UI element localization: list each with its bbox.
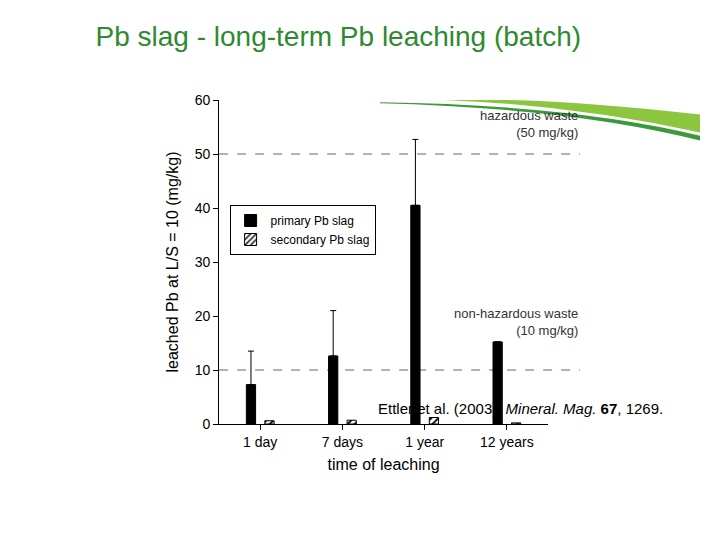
svg-text:hazardous waste(50 mg/kg): hazardous waste(50 mg/kg): [480, 108, 578, 140]
svg-text:primary Pb slag: primary Pb slag: [271, 214, 354, 228]
svg-text:60: 60: [195, 92, 211, 108]
svg-text:40: 40: [195, 200, 211, 216]
svg-text:20: 20: [195, 308, 211, 324]
svg-text:time of leaching: time of leaching: [328, 456, 440, 473]
svg-text:Pb slag - long-term Pb leachin: Pb slag - long-term Pb leaching (batch): [96, 21, 582, 52]
svg-text:non-hazardous waste(10 mg/kg): non-hazardous waste(10 mg/kg): [454, 306, 578, 338]
svg-text:1 year: 1 year: [405, 434, 444, 450]
svg-text:10: 10: [195, 362, 211, 378]
svg-text:30: 30: [195, 254, 211, 270]
svg-text:7 days: 7 days: [322, 434, 363, 450]
svg-text:Ettler et al. (2003): Mineral.: Ettler et al. (2003): Mineral. Mag. 67, …: [378, 400, 663, 417]
svg-text:0: 0: [203, 416, 211, 432]
svg-text:leached Pb at L/S = 10 (mg/kg): leached Pb at L/S = 10 (mg/kg): [164, 151, 181, 372]
svg-text:50: 50: [195, 146, 211, 162]
svg-text:1 day: 1 day: [243, 434, 277, 450]
svg-text:secondary Pb slag: secondary Pb slag: [271, 233, 370, 247]
svg-text:12 years: 12 years: [480, 434, 534, 450]
